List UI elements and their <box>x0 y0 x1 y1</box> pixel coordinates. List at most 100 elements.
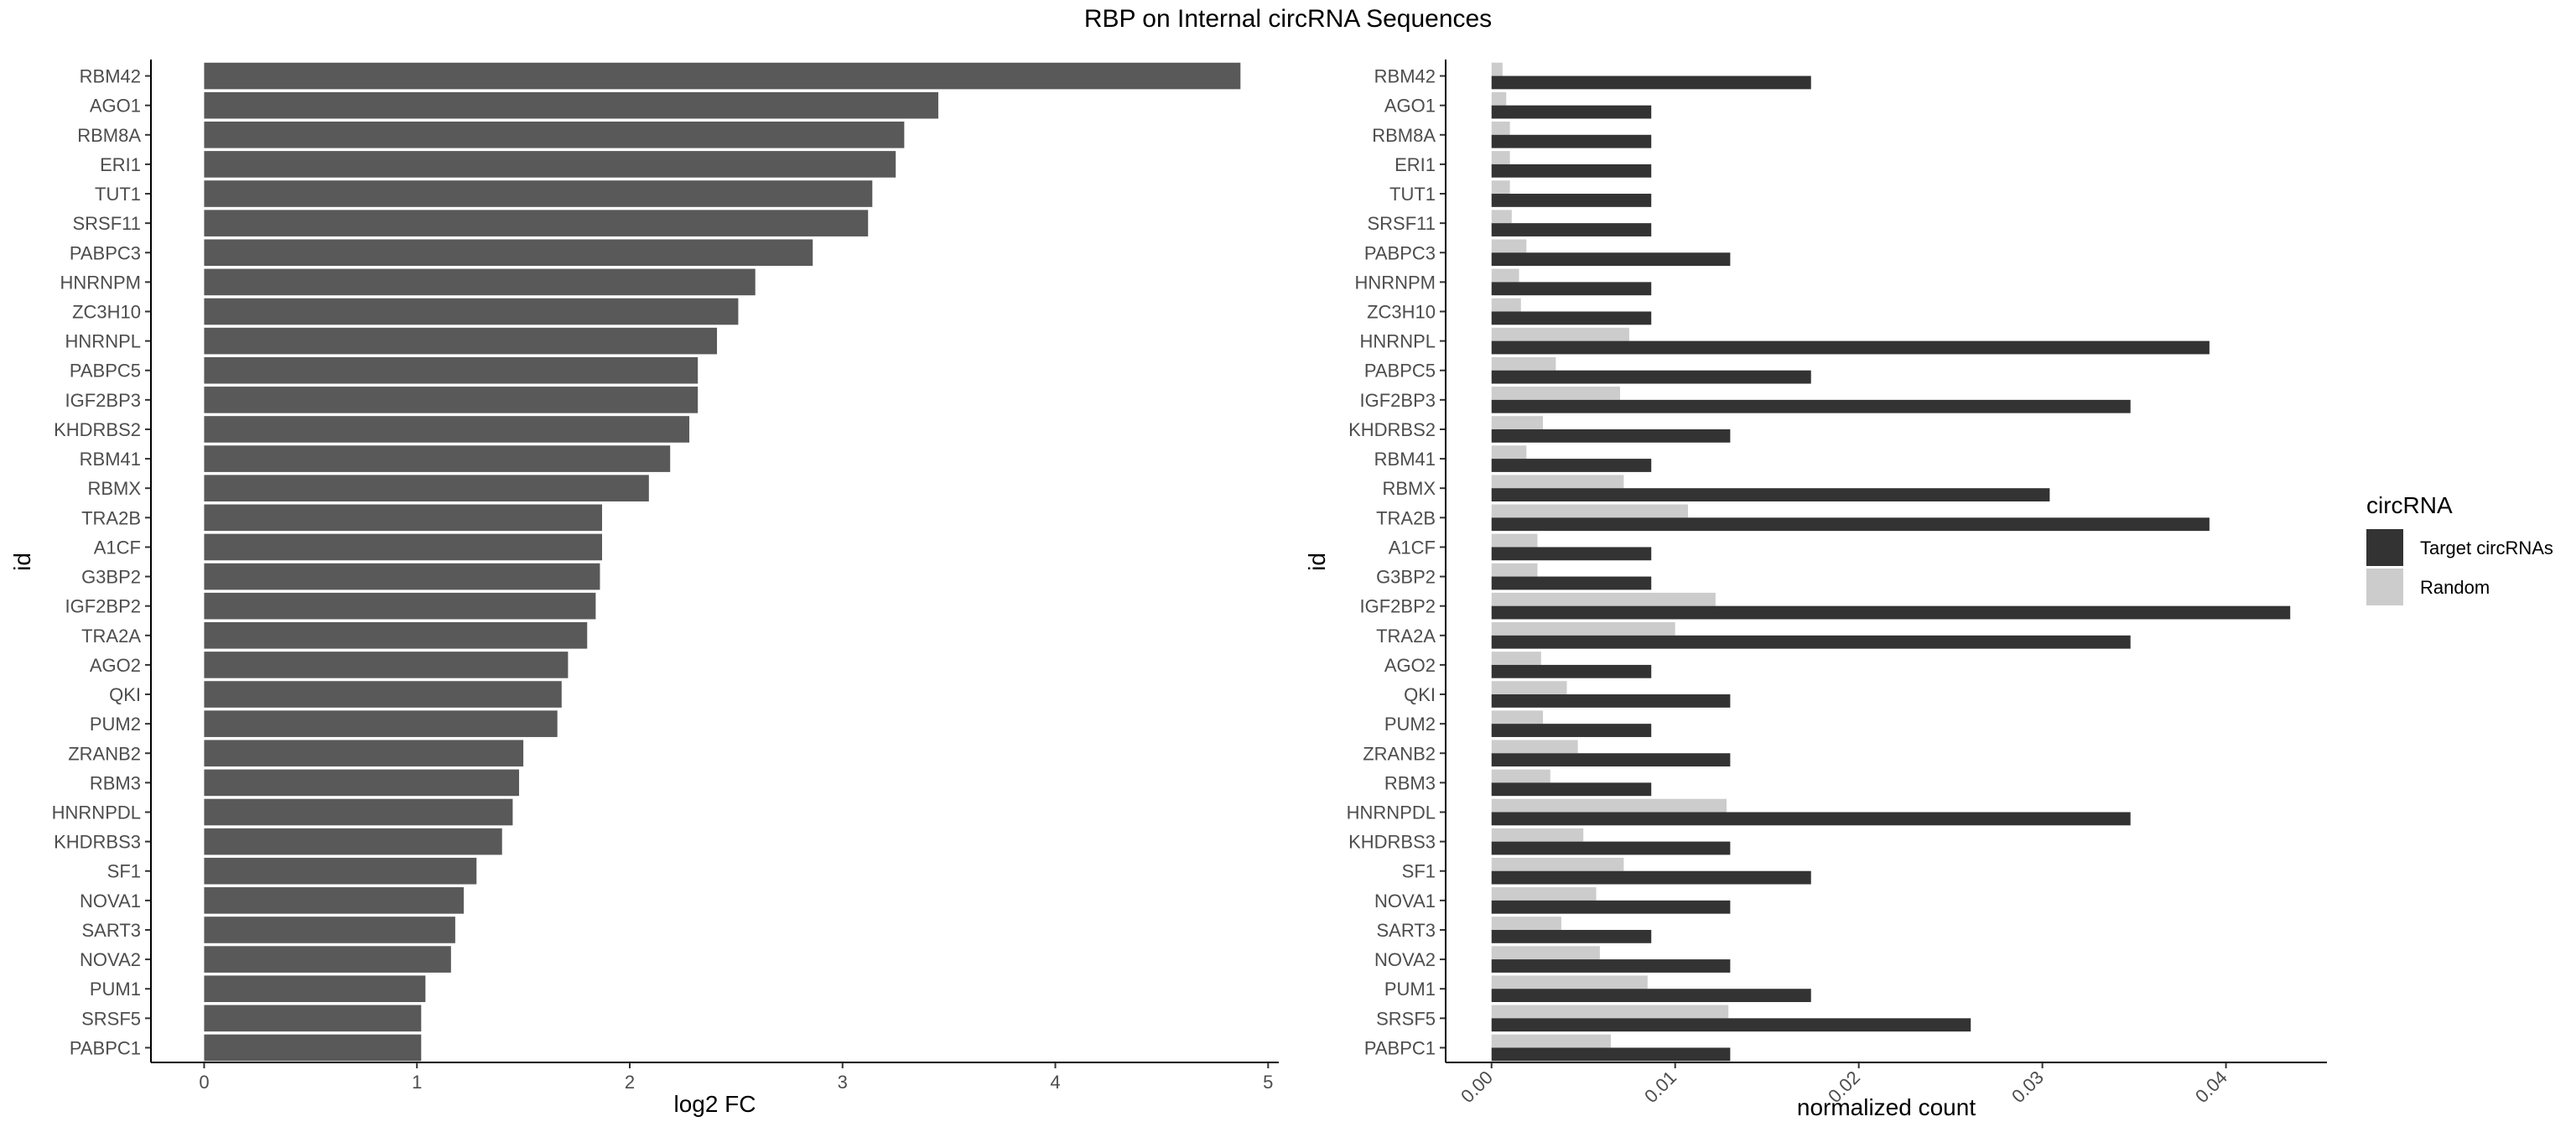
y-tick-label: RBMX <box>87 478 141 499</box>
bar-srsf11 <box>204 210 869 236</box>
bar-tra2a <box>204 621 588 649</box>
bar-random-khdrbs2 <box>1491 416 1544 429</box>
bar-target-qki <box>1491 694 1731 708</box>
bar-eri1 <box>204 151 896 178</box>
bar-random-pum2 <box>1491 710 1544 724</box>
bar-random-rbm8a <box>1491 121 1510 135</box>
y-tick-label: PUM2 <box>90 714 141 735</box>
legend-title: circRNA <box>2366 492 2453 518</box>
bar-random-hnrnpl <box>1491 327 1629 341</box>
y-tick-label: HNRNPDL <box>52 802 141 823</box>
y-tick-label: SART3 <box>81 920 141 941</box>
bar-target-hnrnpm <box>1491 282 1652 296</box>
bar-rbm41 <box>204 445 671 472</box>
bar-random-srsf5 <box>1491 1005 1729 1019</box>
y-tick-label: KHDRBS2 <box>1348 419 1436 440</box>
y-tick-label: RBM41 <box>80 449 141 470</box>
bar-nova1 <box>204 887 465 914</box>
x-tick-label: 5 <box>1263 1072 1273 1093</box>
y-tick-label: PABPC5 <box>70 361 141 382</box>
bar-g3bp2 <box>204 563 600 590</box>
y-tick-label: TUT1 <box>1389 184 1436 205</box>
bar-pum2 <box>204 710 558 737</box>
bar-nova2 <box>204 946 451 973</box>
x-tick-label: 0.04 <box>2191 1067 2231 1107</box>
bar-random-pum1 <box>1491 975 1648 989</box>
bar-pabpc5 <box>204 356 699 384</box>
bar-random-tut1 <box>1491 180 1510 195</box>
y-tick-label: TRA2B <box>81 507 141 528</box>
y-tick-label: PUM2 <box>1384 714 1436 735</box>
bar-random-tra2a <box>1491 621 1675 636</box>
bar-target-nova2 <box>1491 959 1731 973</box>
bar-khdrbs3 <box>204 828 502 855</box>
bar-random-hnrnpdl <box>1491 798 1727 813</box>
y-tick-label: TRA2A <box>1376 626 1436 647</box>
bar-target-rbmx <box>1491 488 2050 502</box>
y-tick-label: AGO2 <box>90 655 141 676</box>
bar-rbmx <box>204 475 649 502</box>
y-axis-title: id <box>9 553 35 571</box>
bar-target-pabpc5 <box>1491 370 1811 384</box>
bar-random-rbm41 <box>1491 445 1527 460</box>
bar-target-zranb2 <box>1491 753 1731 767</box>
bar-target-g3bp2 <box>1491 576 1652 590</box>
x-axis-title: normalized count <box>1797 1094 1976 1120</box>
bar-target-sart3 <box>1491 929 1652 943</box>
y-tick-label: AGO1 <box>90 96 141 117</box>
log2fc-panel: RBM42 AGO1 RBM8A ERI1 TUT1 SRSF11 PABPC3 HNRNPM… <box>9 60 1279 1117</box>
bar-target-igf2bp3 <box>1491 399 2131 413</box>
bar-target-khdrbs3 <box>1491 841 1731 855</box>
bar-zranb2 <box>204 740 524 767</box>
y-tick-label: RBM3 <box>90 772 141 793</box>
bar-target-sf1 <box>1491 870 1811 885</box>
y-tick-label: RBM8A <box>1372 125 1436 146</box>
y-tick-label: AGO2 <box>1384 655 1436 676</box>
bar-target-pum1 <box>1491 989 1811 1003</box>
y-tick-label: PABPC1 <box>70 1037 141 1058</box>
y-tick-label: RBM42 <box>1374 66 1436 87</box>
y-tick-label: NOVA1 <box>1374 891 1436 911</box>
x-axis-title: log2 FC <box>673 1091 756 1117</box>
bar-sf1 <box>204 857 477 885</box>
bar-khdrbs2 <box>204 416 690 443</box>
bar-hnrnpl <box>204 327 718 355</box>
bar-target-nova1 <box>1491 900 1731 914</box>
y-tick-label: PABPC3 <box>70 242 141 263</box>
bar-random-zranb2 <box>1491 740 1578 754</box>
bar-target-srsf11 <box>1491 223 1652 236</box>
y-tick-label: SF1 <box>107 861 141 882</box>
bar-target-hnrnpdl <box>1491 812 2131 826</box>
legend-key-target <box>2366 529 2403 566</box>
bar-target-pabpc3 <box>1491 252 1731 267</box>
bar-target-ago2 <box>1491 664 1652 678</box>
y-tick-label: NOVA1 <box>80 891 141 911</box>
x-tick-label: 2 <box>625 1072 635 1093</box>
bar-random-nova1 <box>1491 887 1597 901</box>
y-tick-label: IGF2BP3 <box>65 390 141 411</box>
bar-random-pabpc1 <box>1491 1034 1612 1048</box>
bar-random-zc3h10 <box>1491 298 1521 312</box>
bar-random-srsf11 <box>1491 210 1512 224</box>
y-tick-label: SRSF5 <box>1376 1008 1436 1029</box>
bar-target-pum2 <box>1491 724 1652 737</box>
y-tick-label: HNRNPDL <box>1347 802 1436 823</box>
bar-random-hnrnpm <box>1491 268 1519 283</box>
bar-srsf5 <box>204 1005 422 1032</box>
y-tick-label: RBM3 <box>1384 772 1436 793</box>
bar-a1cf <box>204 533 602 561</box>
bar-random-g3bp2 <box>1491 563 1538 577</box>
y-tick-label: SRSF5 <box>81 1008 141 1029</box>
bar-random-rbm3 <box>1491 769 1550 783</box>
y-tick-label: RBM42 <box>80 66 141 87</box>
y-tick-label: RBM41 <box>1374 449 1436 470</box>
bar-random-pabpc5 <box>1491 356 1556 371</box>
bar-target-pabpc1 <box>1491 1047 1731 1062</box>
x-tick-label: 3 <box>838 1072 848 1093</box>
bar-target-hnrnpl <box>1491 340 2210 355</box>
y-tick-label: NOVA2 <box>80 949 141 970</box>
bar-random-rbm42 <box>1491 62 1503 76</box>
y-tick-label: KHDRBS2 <box>54 419 141 440</box>
y-tick-label: NOVA2 <box>1374 949 1436 970</box>
bar-target-igf2bp2 <box>1491 605 2291 620</box>
